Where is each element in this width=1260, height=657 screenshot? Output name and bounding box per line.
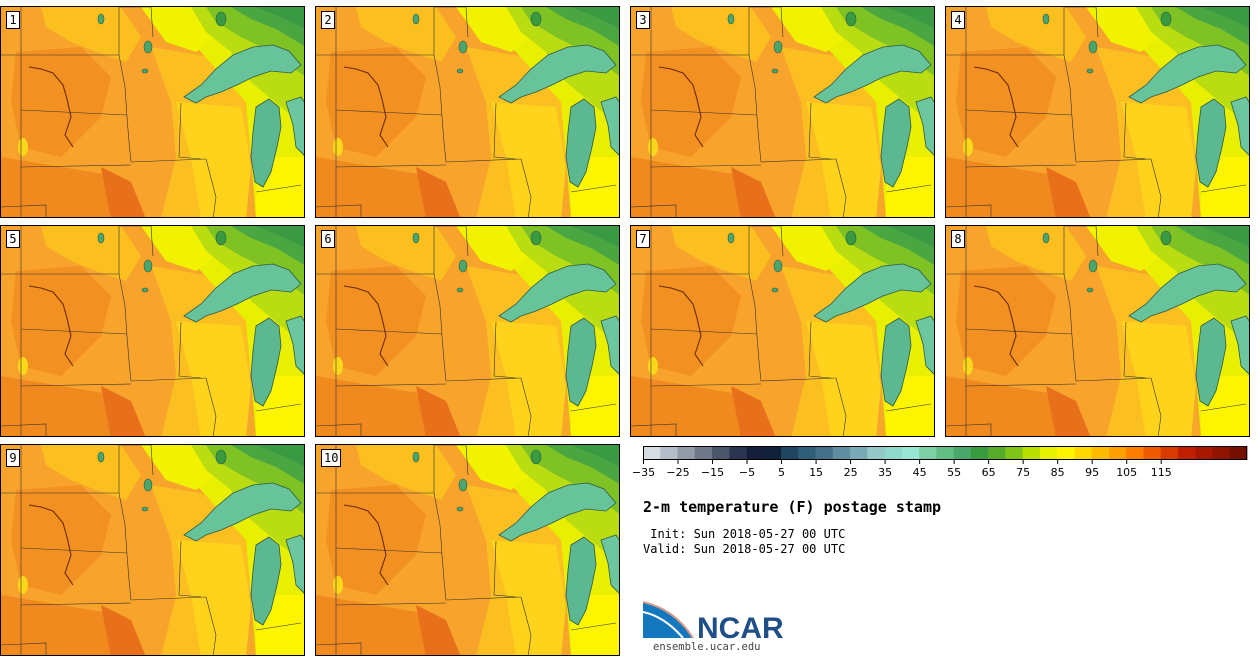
colorbar: −35 −25 −15 −5 5 15 25 35 45 55 65 75 85 95 105 115 <box>632 446 1248 479</box>
colorbar-tick-label: 95 <box>1085 466 1099 479</box>
panel-number-label: 10 <box>321 449 342 467</box>
colorbar-tick-label: 25 <box>844 466 858 479</box>
member-panel-10: 10 <box>315 444 620 656</box>
colorbar-segment <box>763 446 782 460</box>
colorbar-tick-label: −15 <box>701 466 724 479</box>
colorbar-tick-label: 65 <box>982 466 996 479</box>
colorbar-segment <box>712 446 730 460</box>
panel-number-label: 6 <box>321 230 335 248</box>
member-panel-8: 8 <box>945 225 1250 437</box>
logo-url: ensemble.ucar.edu <box>653 641 761 653</box>
init-time: Init: Sun 2018-05-27 00 UTC <box>643 527 846 541</box>
panel-number-label: 9 <box>6 449 20 467</box>
colorbar-segment <box>953 446 972 460</box>
ncar-logo: NCAR <box>643 601 784 645</box>
panel-number-label: 8 <box>951 230 965 248</box>
colorbar-segment <box>1039 446 1058 460</box>
colorbar-segment <box>815 446 834 460</box>
colorbar-segment <box>1126 446 1144 460</box>
panel-number-label: 1 <box>6 11 20 29</box>
temperature-map <box>631 226 934 436</box>
colorbar-segment <box>1091 446 1110 460</box>
colorbar-tick-label: −5 <box>739 466 755 479</box>
colorbar-segment <box>660 446 678 460</box>
colorbar-segment <box>1229 446 1248 460</box>
colorbar-segment <box>798 446 816 460</box>
panel-number-label: 2 <box>321 11 335 29</box>
colorbar-segment <box>970 446 989 460</box>
colorbar-segment <box>1143 446 1162 460</box>
colorbar-tick-label: 85 <box>1051 466 1065 479</box>
colorbar-tick-label: 15 <box>809 466 823 479</box>
member-panel-1: 1 <box>0 6 305 218</box>
colorbar-tick-label: 35 <box>878 466 892 479</box>
plot-title: 2-m temperature (F) postage stamp <box>643 498 942 516</box>
colorbar-segment <box>1195 446 1213 460</box>
colorbar-segment <box>729 446 747 460</box>
colorbar-tick-label: 115 <box>1151 466 1172 479</box>
ncar-logo-text: NCAR <box>697 612 784 645</box>
colorbar-segment <box>919 446 937 460</box>
colorbar-segment <box>781 446 799 460</box>
temperature-map <box>946 7 1249 217</box>
colorbar-tick-label: 105 <box>1116 466 1137 479</box>
panel-number-label: 4 <box>951 11 965 29</box>
colorbar-tick-label: −25 <box>666 466 689 479</box>
colorbar-tick-label: 75 <box>1016 466 1030 479</box>
panel-number-label: 5 <box>6 230 20 248</box>
member-panel-7: 7 <box>630 225 935 437</box>
colorbar-tick-label: 5 <box>778 466 785 479</box>
member-panel-5: 5 <box>0 225 305 437</box>
colorbar-segment <box>901 446 920 460</box>
colorbar-segment <box>1160 446 1179 460</box>
temperature-map <box>946 226 1249 436</box>
colorbar-segment <box>1057 446 1075 460</box>
colorbar-segment <box>988 446 1006 460</box>
temperature-map <box>1 7 304 217</box>
colorbar-segment <box>694 446 713 460</box>
colorbar-segment <box>1177 446 1196 460</box>
temperature-map <box>316 226 619 436</box>
panel-number-label: 7 <box>636 230 650 248</box>
temperature-map <box>316 445 619 655</box>
colorbar-segment <box>1022 446 1041 460</box>
panel-number-label: 3 <box>636 11 650 29</box>
colorbar-segment <box>1074 446 1093 460</box>
temperature-map <box>1 226 304 436</box>
colorbar-segment <box>850 446 868 460</box>
member-panel-9: 9 <box>0 444 305 656</box>
temperature-map <box>316 7 619 217</box>
colorbar-segment <box>884 446 903 460</box>
colorbar-segment <box>1212 446 1231 460</box>
colorbar-tick-label: −35 <box>632 466 655 479</box>
colorbar-segment <box>677 446 696 460</box>
member-panel-6: 6 <box>315 225 620 437</box>
colorbar-tick-label: 45 <box>913 466 927 479</box>
member-panel-3: 3 <box>630 6 935 218</box>
valid-time: Valid: Sun 2018-05-27 00 UTC <box>643 542 846 556</box>
temperature-map <box>631 7 934 217</box>
colorbar-segment <box>1005 446 1024 460</box>
colorbar-segment <box>643 446 661 460</box>
colorbar-segment <box>936 446 955 460</box>
colorbar-segment <box>832 446 851 460</box>
colorbar-segment <box>1108 446 1127 460</box>
temperature-map <box>1 445 304 655</box>
colorbar-segment <box>867 446 885 460</box>
member-panel-4: 4 <box>945 6 1250 218</box>
colorbar-frame <box>643 446 1247 460</box>
colorbar-segment <box>746 446 765 460</box>
colorbar-tick-label: 55 <box>947 466 961 479</box>
member-panel-2: 2 <box>315 6 620 218</box>
